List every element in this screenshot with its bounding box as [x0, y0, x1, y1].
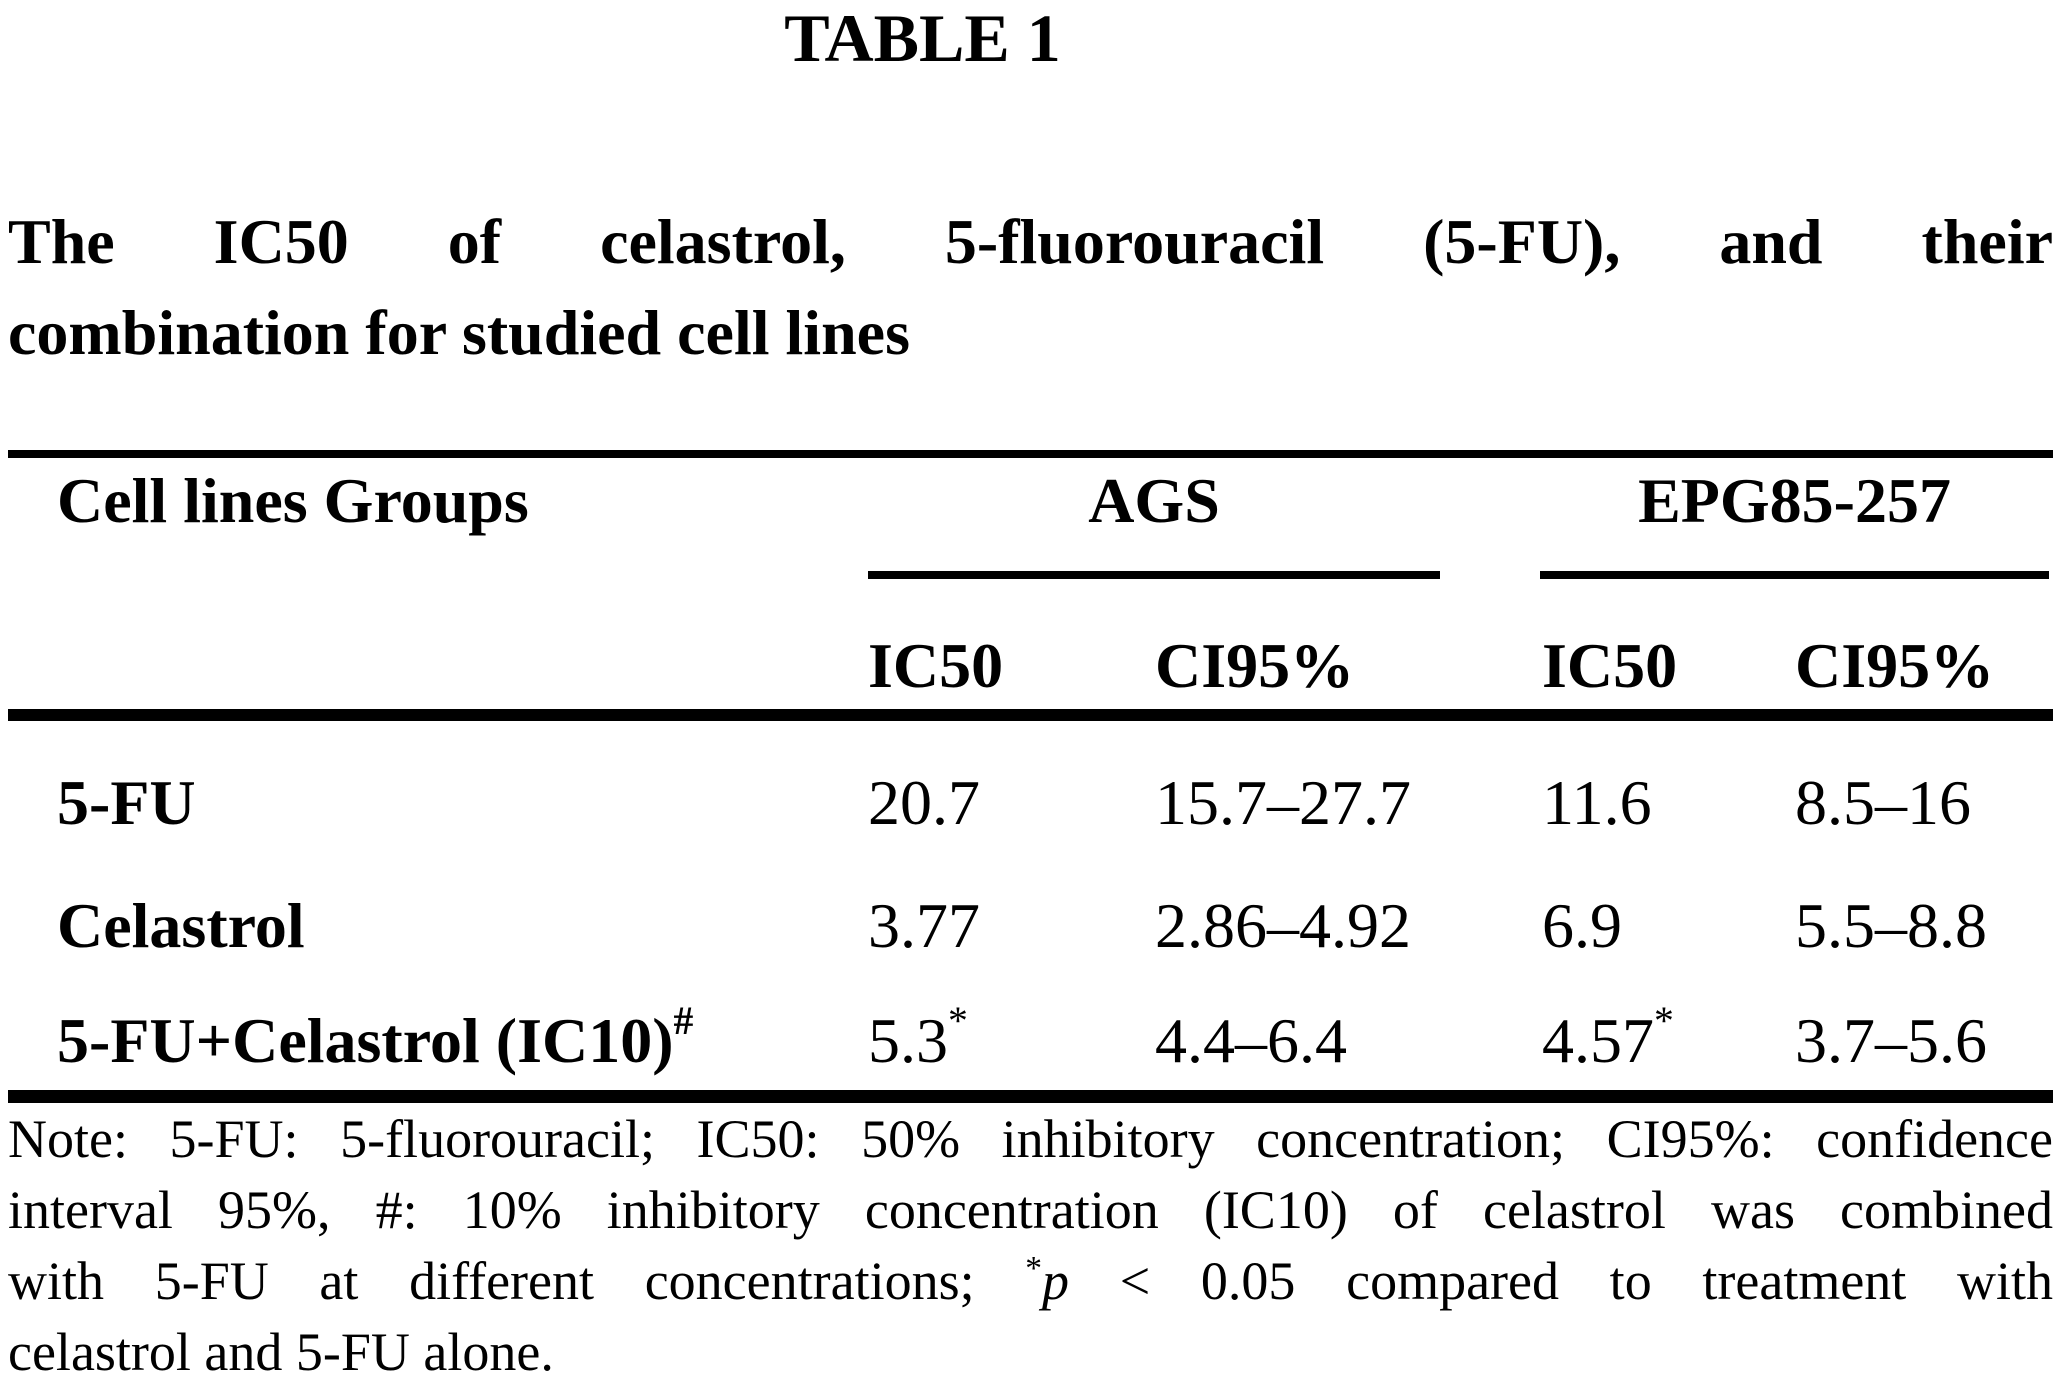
row-label-combination: 5-FU+Celastrol (IC10)#	[57, 999, 694, 1076]
cell-5fu-ags-ic50: 20.7	[868, 767, 980, 838]
table-title: The IC50 of celastrol, 5-fluorouracil (5…	[8, 196, 2053, 378]
cell-combination-epg-ci95: 3.7–5.6	[1795, 1005, 1987, 1076]
table-bottom-rule	[8, 1090, 2053, 1103]
table-top-rule	[8, 450, 2053, 458]
table-title-line2: combination for studied cell lines	[8, 297, 910, 368]
cell-combination-epg-ic50: 4.57*	[1542, 999, 1674, 1076]
cell-celastrol-epg-ci95: 5.5–8.8	[1795, 890, 1987, 961]
table-footnote: Note: 5-FU: 5-fluorouracil; IC50: 50% in…	[8, 1104, 2053, 1382]
table-title-line1: The IC50 of celastrol, 5-fluorouracil (5…	[8, 206, 2053, 277]
row-label-celastrol: Celastrol	[57, 890, 305, 961]
footnote-line3: with 5-FU at different concentrations; *…	[8, 1250, 2053, 1311]
ags-group-underline-rule	[868, 571, 1440, 579]
header-body-divider-rule	[8, 709, 2053, 721]
significance-marker-star: *	[948, 999, 968, 1043]
cell-5fu-ags-ci95: 15.7–27.7	[1155, 767, 1411, 838]
cell-combination-ags-ci95: 4.4–6.4	[1155, 1005, 1347, 1076]
p-value-symbol: p	[1042, 1251, 1070, 1311]
column-group-header-epg85-257: EPG85-257	[1638, 465, 1951, 536]
subheader-epg-ic50: IC50	[1542, 630, 1678, 701]
footnote-line1: Note: 5-FU: 5-fluorouracil; IC50: 50% in…	[8, 1109, 2053, 1169]
cell-celastrol-ags-ic50: 3.77	[868, 890, 980, 961]
column-group-header-ags: AGS	[1088, 465, 1220, 536]
cell-5fu-epg-ic50: 11.6	[1542, 767, 1652, 838]
subheader-epg-ci95: CI95%	[1795, 630, 1995, 701]
cell-5fu-epg-ci95: 8.5–16	[1795, 767, 1971, 838]
cell-combination-ags-ic50: 5.3*	[868, 999, 968, 1076]
cell-celastrol-ags-ci95: 2.86–4.92	[1155, 890, 1411, 961]
column-header-cell-lines-groups: Cell lines Groups	[57, 465, 529, 536]
subheader-ags-ic50: IC50	[868, 630, 1004, 701]
cell-celastrol-epg-ic50: 6.9	[1542, 890, 1622, 961]
table-number-caption: TABLE 1	[784, 0, 1061, 76]
subheader-ags-ci95: CI95%	[1155, 630, 1355, 701]
significance-marker-star: *	[1654, 999, 1674, 1043]
p-value-star-marker: *	[1025, 1250, 1043, 1287]
row-label-5fu: 5-FU	[57, 767, 196, 838]
footnote-line2: interval 95%, #: 10% inhibitory concentr…	[8, 1180, 2053, 1240]
epg-group-underline-rule	[1540, 571, 2049, 579]
footnote-line4: celastrol and 5-FU alone.	[8, 1322, 554, 1382]
row-label-superscript-hash: #	[673, 999, 694, 1043]
